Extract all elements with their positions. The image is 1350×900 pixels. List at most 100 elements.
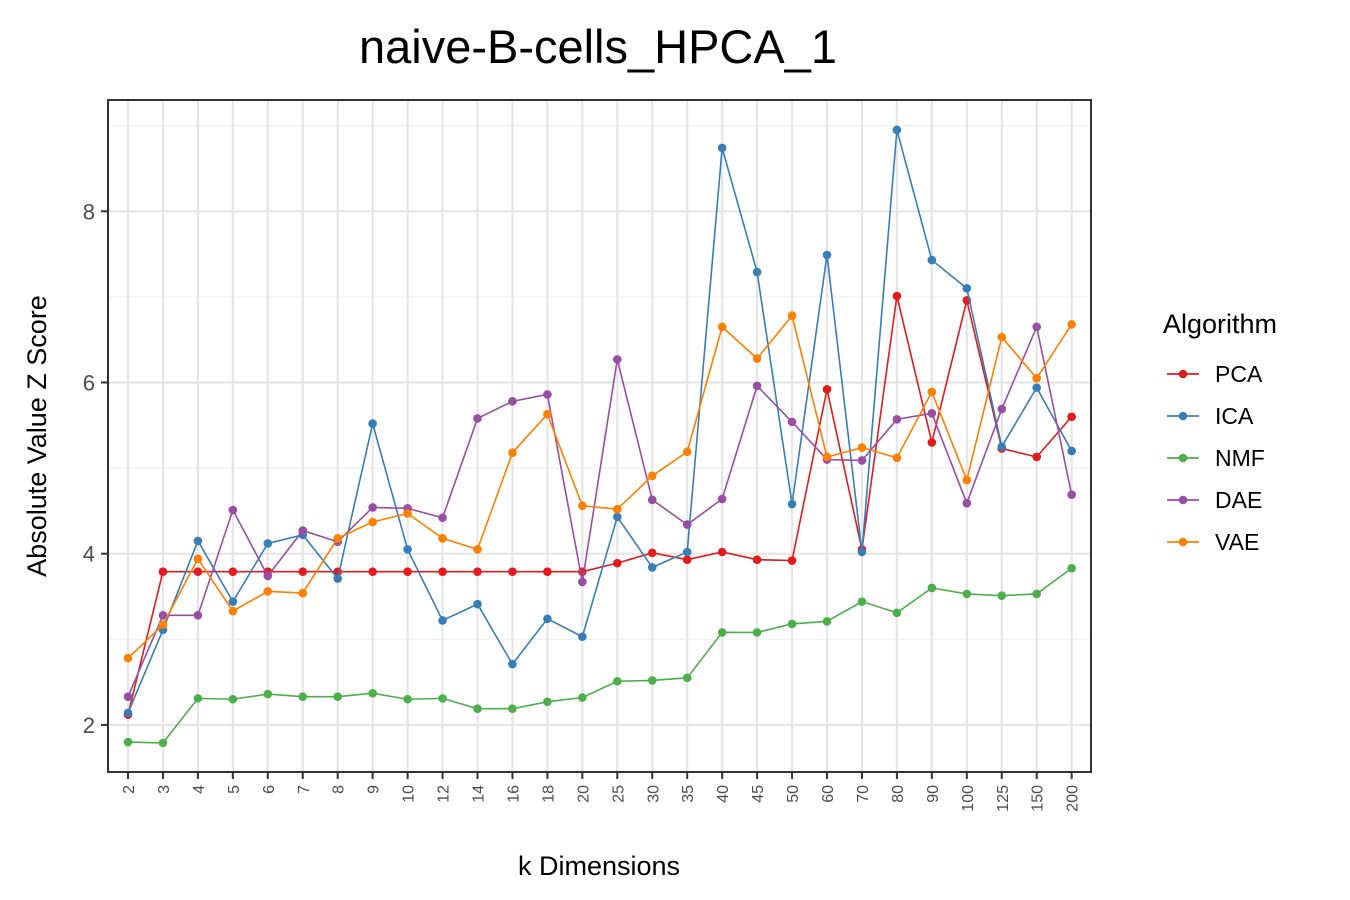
- x-tick-label: 60: [820, 785, 837, 803]
- data-point-dae: [927, 409, 937, 418]
- x-tick-label: 45: [750, 785, 767, 803]
- y-tick-label: 8: [83, 199, 95, 224]
- data-point-vae: [473, 545, 482, 554]
- series-layer: [123, 125, 1076, 748]
- data-point-nmf: [508, 704, 517, 713]
- chart-title: naive-B-cells_HPCA_1: [359, 20, 837, 73]
- data-point-ica: [473, 599, 482, 609]
- data-point-pca: [892, 291, 902, 301]
- data-point-dae: [158, 611, 168, 620]
- data-point-ica: [752, 267, 762, 277]
- data-point-vae: [403, 509, 412, 518]
- data-point-ica: [927, 255, 937, 265]
- data-point-nmf: [787, 619, 797, 629]
- data-point-nmf: [438, 694, 447, 703]
- legend-key-point: [1178, 495, 1188, 505]
- data-point-nmf: [123, 737, 133, 747]
- data-point-nmf: [647, 676, 657, 685]
- data-point-ica: [857, 547, 867, 557]
- data-point-nmf: [962, 589, 972, 599]
- data-point-nmf: [717, 628, 727, 637]
- legend-item-dae: DAE: [1167, 487, 1262, 513]
- data-point-vae: [578, 501, 587, 511]
- data-point-dae: [438, 513, 447, 523]
- data-point-dae: [368, 503, 377, 512]
- x-tick-label: 40: [715, 785, 732, 803]
- data-point-ica: [892, 125, 902, 135]
- x-tick-label: 150: [1030, 785, 1047, 812]
- data-point-vae: [752, 354, 762, 363]
- data-point-pca: [647, 548, 657, 558]
- x-axis-title: k Dimensions: [518, 851, 680, 881]
- data-point-ica: [647, 563, 657, 572]
- x-tick-label: 5: [226, 785, 243, 794]
- series-line-dae: [127, 324, 1073, 697]
- data-point-vae: [822, 452, 832, 462]
- series-pca: [123, 291, 1076, 719]
- data-point-dae: [473, 414, 482, 423]
- data-point-dae: [717, 494, 727, 504]
- y-tick-label: 6: [83, 370, 95, 395]
- series-line-ica: [127, 129, 1073, 714]
- legend-label: ICA: [1215, 403, 1254, 429]
- data-point-dae: [1032, 322, 1041, 332]
- data-point-ica: [263, 539, 273, 548]
- data-point-dae: [752, 381, 762, 391]
- legend-key-point: [1178, 411, 1188, 421]
- series-vae: [123, 311, 1076, 663]
- x-tick-label: 100: [960, 785, 977, 812]
- data-point-nmf: [333, 692, 343, 701]
- x-tick-label: 35: [680, 785, 697, 803]
- data-point-ica: [368, 419, 377, 428]
- data-point-vae: [927, 387, 937, 397]
- data-point-dae: [543, 390, 552, 399]
- data-point-pca: [682, 555, 692, 564]
- legend-label: NMF: [1215, 445, 1265, 471]
- x-tick-label: 2: [121, 785, 138, 794]
- data-point-vae: [508, 448, 517, 457]
- x-tick-label: 7: [296, 785, 313, 794]
- data-point-vae: [787, 311, 797, 321]
- plot-panel-border: [107, 99, 1092, 773]
- data-point-dae: [857, 456, 867, 465]
- data-point-dae: [298, 526, 308, 535]
- data-point-pca: [1032, 452, 1041, 462]
- legend-item-pca: PCA: [1167, 361, 1263, 387]
- data-point-nmf: [822, 617, 832, 626]
- data-point-dae: [508, 397, 517, 406]
- data-point-ica: [822, 250, 832, 260]
- data-point-ica: [682, 547, 692, 557]
- legend-label: DAE: [1215, 487, 1262, 513]
- data-point-vae: [1032, 373, 1041, 383]
- data-point-ica: [1067, 446, 1076, 456]
- data-point-nmf: [403, 694, 412, 704]
- data-point-pca: [473, 567, 482, 576]
- legend-items: PCA ICA NMF DAE VAE: [1167, 361, 1265, 555]
- data-point-pca: [752, 555, 762, 564]
- data-point-vae: [263, 587, 273, 596]
- data-point-dae: [263, 571, 273, 581]
- x-tick-label: 50: [785, 785, 802, 803]
- data-point-pca: [298, 567, 308, 576]
- data-point-dae: [962, 498, 972, 508]
- data-point-pca: [158, 567, 168, 576]
- x-tick-label: 200: [1065, 785, 1082, 812]
- legend-label: VAE: [1215, 529, 1259, 555]
- data-point-nmf: [1067, 563, 1076, 573]
- grid-lines: [108, 100, 1091, 772]
- data-point-vae: [298, 588, 308, 598]
- data-point-pca: [368, 567, 377, 576]
- data-point-vae: [158, 620, 168, 630]
- data-point-pca: [403, 567, 412, 576]
- data-point-pca: [927, 438, 937, 447]
- data-point-vae: [682, 447, 692, 457]
- y-tick-label: 4: [83, 542, 95, 567]
- data-point-ica: [438, 616, 447, 625]
- data-point-nmf: [368, 688, 377, 698]
- data-point-pca: [193, 567, 203, 576]
- data-point-ica: [1032, 383, 1041, 392]
- x-tick-label: 80: [890, 785, 907, 803]
- data-point-nmf: [298, 692, 308, 701]
